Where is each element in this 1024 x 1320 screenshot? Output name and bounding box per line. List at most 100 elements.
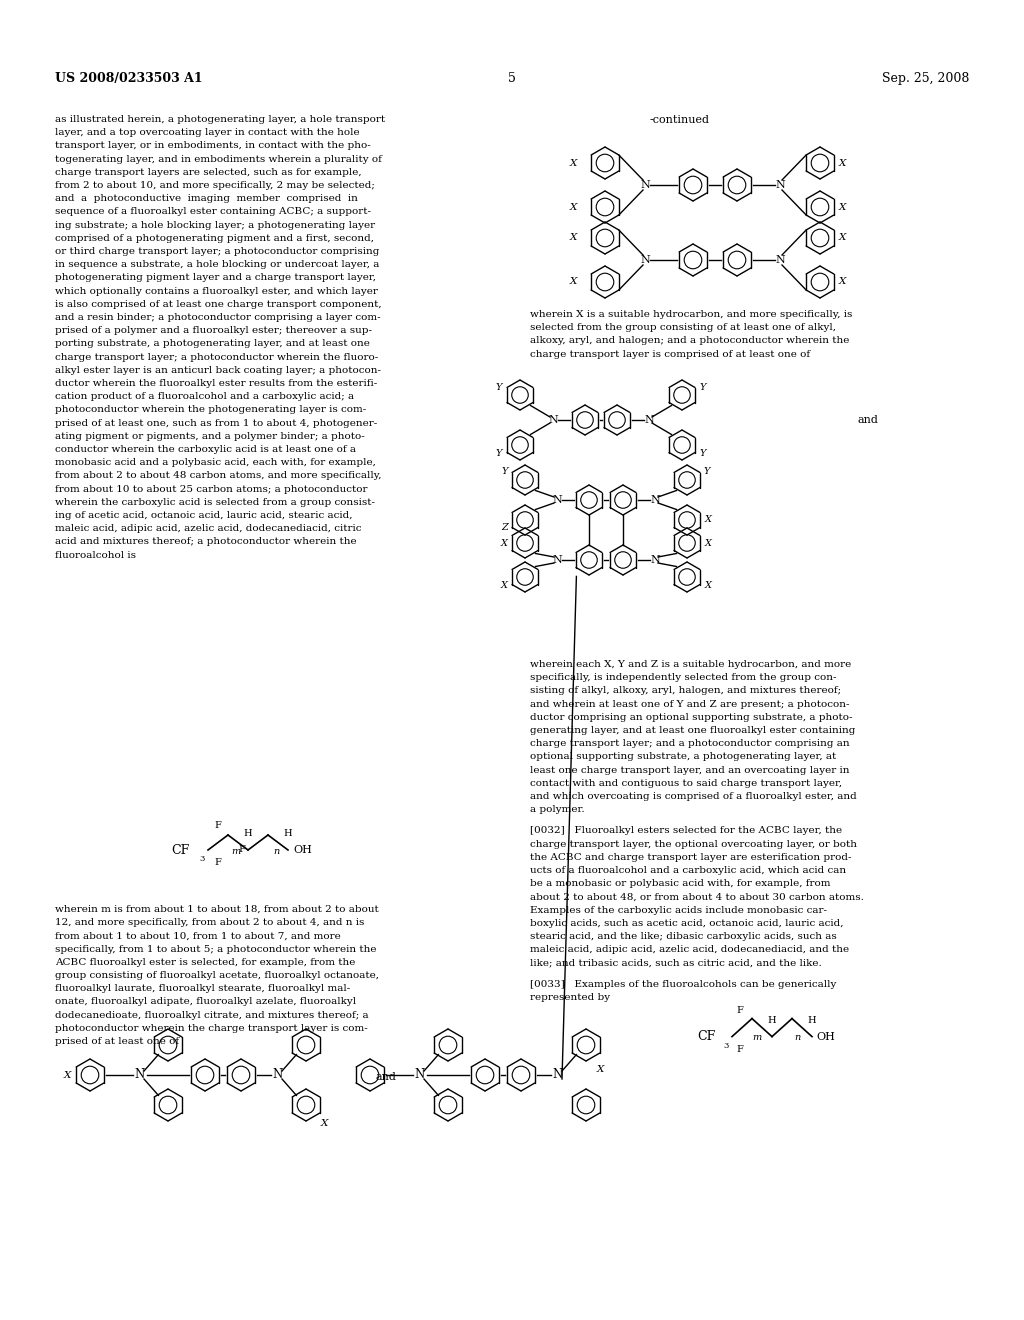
Text: X: X: [569, 158, 577, 168]
Text: N: N: [644, 414, 654, 425]
Text: prised of at least one, such as from 1 to about 4, photogener-: prised of at least one, such as from 1 t…: [55, 418, 377, 428]
Text: N: N: [640, 180, 650, 190]
Text: which optionally contains a fluoroalkyl ester, and which layer: which optionally contains a fluoroalkyl …: [55, 286, 378, 296]
Text: wherein X is a suitable hydrocarbon, and more specifically, is: wherein X is a suitable hydrocarbon, and…: [530, 310, 852, 319]
Text: N: N: [775, 180, 784, 190]
Text: charge transport layer, the optional overcoating layer, or both: charge transport layer, the optional ove…: [530, 840, 857, 849]
Text: n: n: [272, 847, 280, 855]
Text: ing of acetic acid, octanoic acid, lauric acid, stearic acid,: ing of acetic acid, octanoic acid, lauri…: [55, 511, 352, 520]
Text: X: X: [597, 1065, 604, 1074]
Text: N: N: [650, 554, 659, 565]
Text: F: F: [215, 858, 221, 867]
Text: X: X: [501, 539, 508, 548]
Text: F: F: [736, 1006, 743, 1015]
Text: CF: CF: [172, 843, 190, 857]
Text: prised of at least one of: prised of at least one of: [55, 1038, 179, 1045]
Text: conductor wherein the carboxylic acid is at least one of a: conductor wherein the carboxylic acid is…: [55, 445, 356, 454]
Text: porting substrate, a photogenerating layer, and at least one: porting substrate, a photogenerating lay…: [55, 339, 370, 348]
Text: X: X: [569, 277, 577, 286]
Text: from about 2 to about 48 carbon atoms, and more specifically,: from about 2 to about 48 carbon atoms, a…: [55, 471, 382, 480]
Text: optional supporting substrate, a photogenerating layer, at: optional supporting substrate, a photoge…: [530, 752, 837, 762]
Text: OH: OH: [816, 1032, 835, 1041]
Text: n: n: [794, 1032, 800, 1041]
Text: X: X: [839, 158, 847, 168]
Text: from about 10 to about 25 carbon atoms; a photoconductor: from about 10 to about 25 carbon atoms; …: [55, 484, 368, 494]
Text: layer, and a top overcoating layer in contact with the hole: layer, and a top overcoating layer in co…: [55, 128, 359, 137]
Text: [0033]   Examples of the fluoroalcohols can be generically: [0033] Examples of the fluoroalcohols ca…: [530, 979, 837, 989]
Text: Y: Y: [502, 467, 508, 477]
Text: N: N: [135, 1068, 145, 1081]
Text: dodecanedioate, fluoroalkyl citrate, and mixtures thereof; a: dodecanedioate, fluoroalkyl citrate, and…: [55, 1011, 369, 1019]
Text: H: H: [244, 829, 252, 838]
Text: X: X: [839, 202, 847, 211]
Text: generating layer, and at least one fluoroalkyl ester containing: generating layer, and at least one fluor…: [530, 726, 855, 735]
Text: sequence of a fluoroalkyl ester containing ACBC; a support-: sequence of a fluoroalkyl ester containi…: [55, 207, 371, 216]
Text: Y: Y: [700, 383, 707, 392]
Text: from about 1 to about 10, from 1 to about 7, and more: from about 1 to about 10, from 1 to abou…: [55, 932, 341, 940]
Text: F: F: [736, 1044, 743, 1053]
Text: X: X: [839, 234, 847, 243]
Text: wherein each X, Y and Z is a suitable hydrocarbon, and more: wherein each X, Y and Z is a suitable hy…: [530, 660, 851, 669]
Text: X: X: [63, 1071, 71, 1080]
Text: N: N: [650, 495, 659, 506]
Text: represented by: represented by: [530, 993, 610, 1002]
Text: the ACBC and charge transport layer are esterification prod-: the ACBC and charge transport layer are …: [530, 853, 852, 862]
Text: F: F: [238, 845, 245, 854]
Text: X: X: [569, 234, 577, 243]
Text: N: N: [415, 1068, 425, 1081]
Text: F: F: [215, 821, 221, 830]
Text: 5: 5: [508, 73, 516, 84]
Text: group consisting of fluoroalkyl acetate, fluoroalkyl octanoate,: group consisting of fluoroalkyl acetate,…: [55, 972, 379, 979]
Text: charge transport layer; a photoconductor wherein the fluoro-: charge transport layer; a photoconductor…: [55, 352, 378, 362]
Text: H: H: [284, 829, 292, 838]
Text: photoconductor wherein the photogenerating layer is com-: photoconductor wherein the photogenerati…: [55, 405, 367, 414]
Text: Sep. 25, 2008: Sep. 25, 2008: [882, 73, 969, 84]
Text: fluoroalcohol is: fluoroalcohol is: [55, 550, 136, 560]
Text: N: N: [552, 554, 562, 565]
Text: N: N: [552, 495, 562, 506]
Text: wherein the carboxylic acid is selected from a group consist-: wherein the carboxylic acid is selected …: [55, 498, 375, 507]
Text: maleic acid, adipic acid, azelic acid, dodecanediacid, and the: maleic acid, adipic acid, azelic acid, d…: [530, 945, 849, 954]
Text: Y: Y: [496, 383, 502, 392]
Text: and which overcoating is comprised of a fluoroalkyl ester, and: and which overcoating is comprised of a …: [530, 792, 857, 801]
Text: as illustrated herein, a photogenerating layer, a hole transport: as illustrated herein, a photogenerating…: [55, 115, 385, 124]
Text: and: and: [375, 1072, 396, 1082]
Text: X: X: [705, 539, 712, 548]
Text: ing substrate; a hole blocking layer; a photogenerating layer: ing substrate; a hole blocking layer; a …: [55, 220, 375, 230]
Text: CF: CF: [696, 1030, 715, 1043]
Text: a polymer.: a polymer.: [530, 805, 585, 814]
Text: Examples of the carboxylic acids include monobasic car-: Examples of the carboxylic acids include…: [530, 906, 827, 915]
Text: charge transport layer; and a photoconductor comprising an: charge transport layer; and a photocondu…: [530, 739, 850, 748]
Text: photoconductor wherein the charge transport layer is com-: photoconductor wherein the charge transp…: [55, 1024, 368, 1032]
Text: N: N: [640, 255, 650, 265]
Text: 12, and more specifically, from about 2 to about 4, and n is: 12, and more specifically, from about 2 …: [55, 919, 365, 927]
Text: X: X: [705, 581, 712, 590]
Text: [0032]   Fluoroalkyl esters selected for the ACBC layer, the: [0032] Fluoroalkyl esters selected for t…: [530, 826, 842, 836]
Text: 3: 3: [200, 855, 205, 863]
Text: ucts of a fluoroalcohol and a carboxylic acid, which acid can: ucts of a fluoroalcohol and a carboxylic…: [530, 866, 846, 875]
Text: wherein m is from about 1 to about 18, from about 2 to about: wherein m is from about 1 to about 18, f…: [55, 906, 379, 913]
Text: in sequence a substrate, a hole blocking or undercoat layer, a: in sequence a substrate, a hole blocking…: [55, 260, 379, 269]
Text: OH: OH: [293, 845, 312, 855]
Text: prised of a polymer and a fluoroalkyl ester; thereover a sup-: prised of a polymer and a fluoroalkyl es…: [55, 326, 372, 335]
Text: N: N: [775, 255, 784, 265]
Text: Y: Y: [496, 449, 502, 458]
Text: 3: 3: [723, 1041, 729, 1049]
Text: or third charge transport layer; a photoconductor comprising: or third charge transport layer; a photo…: [55, 247, 379, 256]
Text: N: N: [553, 1068, 563, 1081]
Text: monobasic acid and a polybasic acid, each with, for example,: monobasic acid and a polybasic acid, eac…: [55, 458, 376, 467]
Text: X: X: [501, 581, 508, 590]
Text: alkyl ester layer is an anticurl back coating layer; a photocon-: alkyl ester layer is an anticurl back co…: [55, 366, 381, 375]
Text: N: N: [272, 1068, 283, 1081]
Text: photogenerating pigment layer and a charge transport layer,: photogenerating pigment layer and a char…: [55, 273, 376, 282]
Text: be a monobasic or polybasic acid with, for example, from: be a monobasic or polybasic acid with, f…: [530, 879, 830, 888]
Text: onate, fluoroalkyl adipate, fluoroalkyl azelate, fluoroalkyl: onate, fluoroalkyl adipate, fluoroalkyl …: [55, 998, 356, 1006]
Text: charge transport layers are selected, such as for example,: charge transport layers are selected, su…: [55, 168, 361, 177]
Text: ating pigment or pigments, and a polymer binder; a photo-: ating pigment or pigments, and a polymer…: [55, 432, 365, 441]
Text: H: H: [768, 1015, 776, 1024]
Text: ductor wherein the fluoroalkyl ester results from the esterifi-: ductor wherein the fluoroalkyl ester res…: [55, 379, 377, 388]
Text: X: X: [321, 1119, 328, 1129]
Text: US 2008/0233503 A1: US 2008/0233503 A1: [55, 73, 203, 84]
Text: alkoxy, aryl, and halogen; and a photoconductor wherein the: alkoxy, aryl, and halogen; and a photoco…: [530, 337, 849, 346]
Text: like; and tribasic acids, such as citric acid, and the like.: like; and tribasic acids, such as citric…: [530, 958, 821, 968]
